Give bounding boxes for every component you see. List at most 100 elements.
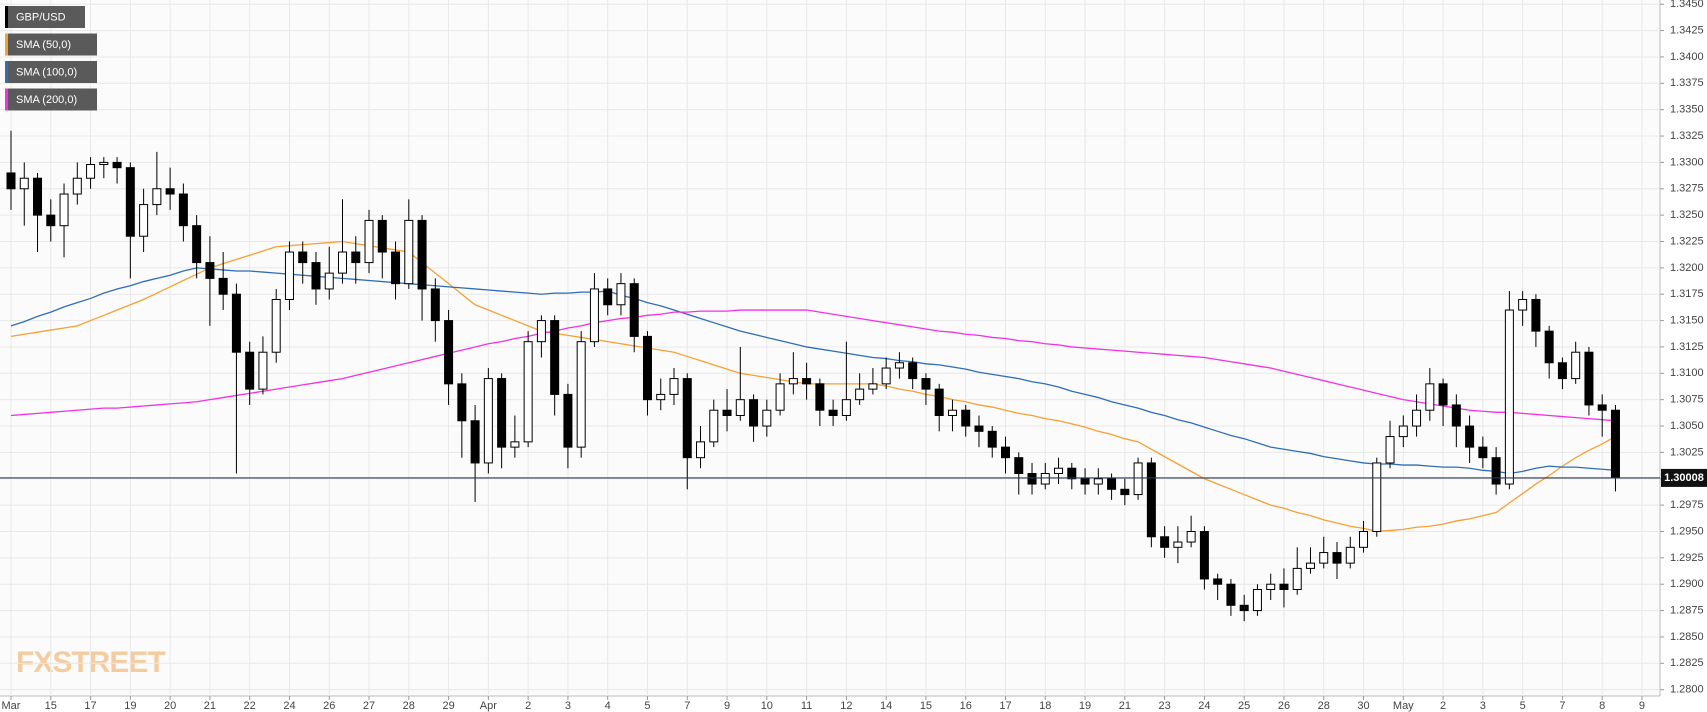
sma-line — [10, 267, 1616, 475]
candle-body — [417, 219, 427, 290]
y-tick-label: 1.3200 — [1670, 262, 1704, 274]
x-tick-label: 14 — [880, 700, 892, 712]
candle-body — [430, 288, 440, 322]
legend-label: SMA (100,0) — [16, 66, 77, 78]
legend-swatch — [5, 33, 8, 56]
candle-body — [908, 362, 918, 380]
y-tick-label: 1.3300 — [1670, 156, 1704, 168]
candle-body — [245, 351, 255, 390]
candle-body — [1252, 588, 1262, 612]
candle-body — [1398, 425, 1408, 438]
candle-body — [550, 320, 560, 395]
candle-body — [1597, 404, 1607, 411]
candle-body — [868, 383, 878, 390]
candle-body — [762, 409, 772, 427]
candle-body — [178, 193, 188, 227]
candle-body — [855, 388, 865, 401]
candle-body — [1557, 362, 1567, 380]
candle-body — [1107, 478, 1117, 490]
candle-body — [470, 420, 480, 464]
x-tick-label: 19 — [124, 700, 136, 712]
candle-body — [72, 177, 82, 195]
y-tick-label: 1.3325 — [1670, 130, 1704, 142]
y-tick-label: 1.2875 — [1670, 604, 1704, 616]
candle-body — [616, 283, 626, 306]
candle-body — [1014, 457, 1024, 474]
last-price-label: 1.30008 — [1664, 472, 1704, 484]
candle-body — [192, 225, 202, 264]
candle-body — [1531, 298, 1541, 332]
candle-body — [1266, 583, 1276, 590]
candle-body — [1120, 488, 1130, 496]
x-tick-label: 8 — [1599, 700, 1605, 712]
x-tick-label: 7 — [1559, 700, 1565, 712]
candle-body — [696, 441, 706, 459]
candle-body — [1518, 298, 1528, 311]
x-tick-label: 25 — [1238, 700, 1250, 712]
y-tick-label: 1.3450 — [1670, 0, 1704, 10]
y-tick-label: 1.3175 — [1670, 288, 1704, 300]
candle-body — [1199, 530, 1209, 580]
candle-body — [86, 164, 96, 179]
candle-body — [523, 341, 533, 443]
x-tick-label: 11 — [801, 700, 812, 712]
candle-body — [377, 219, 387, 253]
candle-body — [1478, 446, 1488, 459]
candle-body — [1372, 462, 1382, 532]
candle-body — [112, 161, 122, 169]
candle-body — [1213, 578, 1223, 585]
y-tick-label: 1.3075 — [1670, 394, 1704, 406]
y-tick-label: 1.2950 — [1670, 525, 1704, 537]
x-tick-label: 23 — [1158, 700, 1170, 712]
legend-label: SMA (200,0) — [16, 94, 77, 106]
x-tick-label: 15 — [920, 700, 932, 712]
x-tick-label: 9 — [724, 700, 730, 712]
x-tick-label: 18 — [1039, 700, 1051, 712]
candle-body — [603, 288, 613, 306]
last-price-box — [1661, 468, 1707, 487]
y-tick-label: 1.3025 — [1670, 446, 1704, 458]
candle-body — [338, 251, 347, 274]
candle-body — [1465, 425, 1475, 448]
x-tick-label: 21 — [1119, 700, 1131, 712]
y-tick-label: 1.3125 — [1670, 341, 1704, 353]
y-tick-label: 1.3225 — [1670, 235, 1704, 247]
candle-body — [1054, 467, 1064, 474]
candle-body — [828, 409, 838, 416]
sma-line — [10, 240, 1616, 533]
x-tick-label: 17 — [999, 700, 1011, 712]
candle-body — [775, 383, 785, 411]
candle-body — [1160, 536, 1170, 548]
candle-body — [1412, 409, 1422, 427]
candle-body — [536, 320, 546, 343]
candle-body — [921, 378, 931, 390]
candle-body — [324, 272, 334, 290]
y-tick-label: 1.2925 — [1670, 552, 1704, 564]
x-tick-label: 17 — [84, 700, 96, 712]
candle-body — [1305, 562, 1315, 569]
x-tick-label: 3 — [1480, 700, 1486, 712]
y-tick-label: 1.2800 — [1670, 684, 1704, 696]
legend-box — [5, 61, 97, 83]
legend-label: SMA (50,0) — [16, 39, 71, 51]
candle-body — [364, 219, 374, 264]
plot-area — [0, 0, 1660, 696]
candle-body — [1292, 567, 1302, 590]
candle-body — [947, 409, 957, 416]
candle-body — [483, 378, 493, 464]
legend: GBP/USD SMA (50,0) SMA (100,0) SMA (200,0) — [5, 6, 97, 111]
candle-body — [1080, 478, 1090, 485]
candle-body — [125, 167, 135, 237]
candle-body — [510, 441, 520, 448]
candle-body — [1173, 541, 1183, 548]
candle-body — [497, 378, 507, 448]
y-tick-label: 1.2825 — [1670, 657, 1704, 669]
x-tick-label: 22 — [244, 700, 256, 712]
legend-swatch — [5, 88, 8, 111]
candle-body — [802, 378, 812, 385]
y-tick-label: 1.3425 — [1670, 24, 1704, 36]
candle-body — [735, 399, 745, 416]
grid — [0, 0, 1660, 696]
candle-body — [1319, 552, 1329, 564]
